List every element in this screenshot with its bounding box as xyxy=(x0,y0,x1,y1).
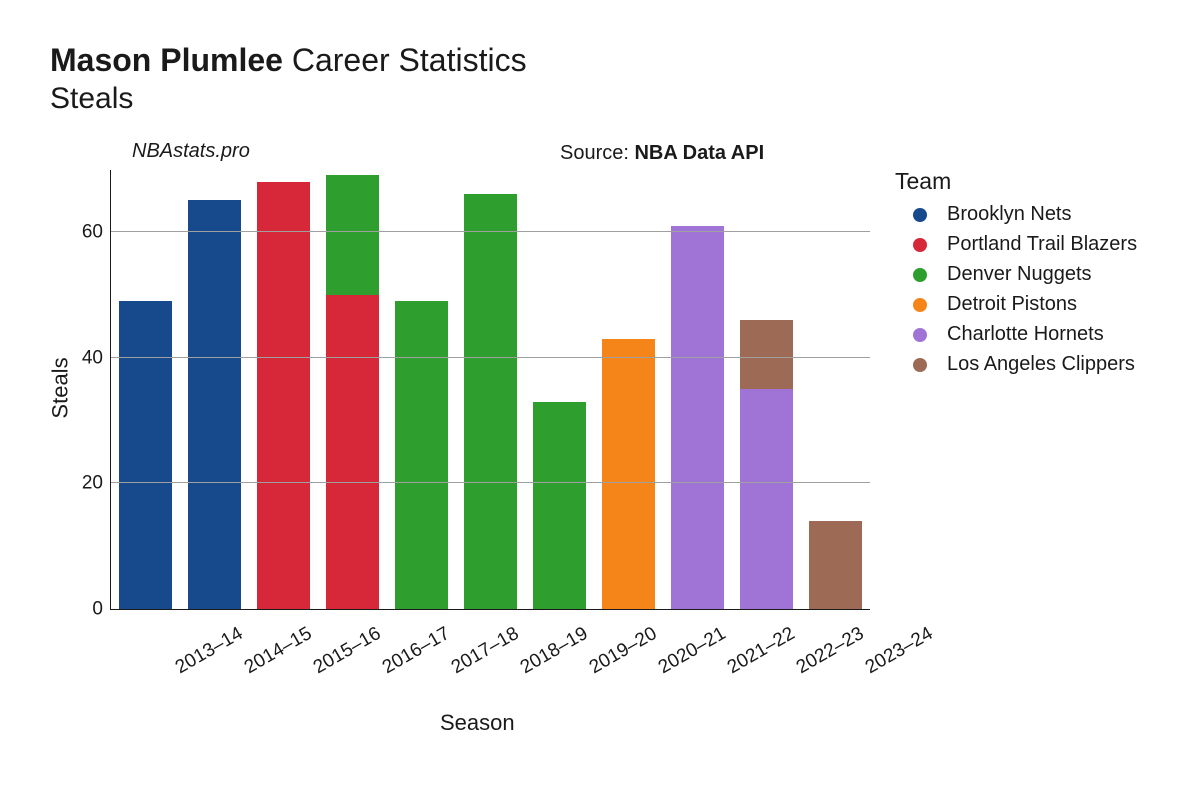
x-tick-label: 2023–24 xyxy=(862,623,937,679)
title-player-name: Mason Plumlee xyxy=(50,42,283,78)
bar-slot xyxy=(249,170,318,609)
title-block: Mason Plumlee Career Statistics Steals xyxy=(50,40,1150,116)
legend-swatch xyxy=(913,358,927,372)
bar-segment xyxy=(326,295,380,609)
bar-slot xyxy=(663,170,732,609)
x-axis-label: Season xyxy=(440,710,515,736)
y-axis-label: Steals xyxy=(48,357,74,418)
bar-stack xyxy=(119,301,173,609)
x-tick-label: 2017–18 xyxy=(448,623,523,679)
watermark-text: NBAstats.pro xyxy=(132,140,250,163)
bar-segment xyxy=(326,175,380,294)
bar-segment xyxy=(533,402,587,609)
legend-label: Detroit Pistons xyxy=(947,293,1077,316)
chart-container: Mason Plumlee Career Statistics Steals N… xyxy=(0,0,1200,800)
bar-slot xyxy=(594,170,663,609)
bar-segment xyxy=(602,339,656,609)
bar-segment xyxy=(740,320,794,389)
x-tick-label: 2022–23 xyxy=(793,623,868,679)
bar-slot xyxy=(180,170,249,609)
legend-label: Denver Nuggets xyxy=(947,263,1092,286)
legend-title: Team xyxy=(895,168,1137,195)
y-tick-label: 20 xyxy=(82,474,111,493)
bar-slot xyxy=(387,170,456,609)
source-prefix: Source: xyxy=(560,142,634,164)
gridline xyxy=(111,357,870,358)
legend-item: Denver Nuggets xyxy=(895,263,1137,286)
bar-segment xyxy=(740,389,794,609)
x-tick-label: 2013–14 xyxy=(171,623,246,679)
gridline xyxy=(111,231,870,232)
legend-swatch xyxy=(913,328,927,342)
bar-slot xyxy=(318,170,387,609)
legend-swatch xyxy=(913,298,927,312)
legend-label: Charlotte Hornets xyxy=(947,323,1104,346)
bar-segment xyxy=(188,200,242,609)
bar-stack xyxy=(809,521,863,609)
bar-slot xyxy=(456,170,525,609)
legend-swatch xyxy=(913,238,927,252)
y-tick-label: 60 xyxy=(82,222,111,241)
bar-stack xyxy=(740,320,794,609)
chart-title: Mason Plumlee Career Statistics xyxy=(50,40,1150,82)
bar-segment xyxy=(395,301,449,609)
bar-stack xyxy=(602,339,656,609)
bar-stack xyxy=(395,301,449,609)
x-tick-label: 2016–17 xyxy=(379,623,454,679)
x-tick-label: 2021–22 xyxy=(724,623,799,679)
bar-stack xyxy=(464,194,518,609)
x-tick-label: 2015–16 xyxy=(310,623,385,679)
legend-item: Los Angeles Clippers xyxy=(895,353,1137,376)
x-tick-label: 2014–15 xyxy=(241,623,316,679)
legend-label: Brooklyn Nets xyxy=(947,203,1072,226)
bar-segment xyxy=(257,182,311,609)
bar-slot xyxy=(525,170,594,609)
legend: Team Brooklyn Nets Portland Trail Blazers… xyxy=(895,168,1137,383)
legend-label: Los Angeles Clippers xyxy=(947,353,1135,376)
x-tick-label: 2018–19 xyxy=(517,623,592,679)
legend-swatch xyxy=(913,208,927,222)
bar-slot xyxy=(801,170,870,609)
bar-stack xyxy=(533,402,587,609)
bar-segment xyxy=(809,521,863,609)
gridline xyxy=(111,482,870,483)
bar-slot xyxy=(732,170,801,609)
legend-item: Detroit Pistons xyxy=(895,293,1137,316)
legend-label: Portland Trail Blazers xyxy=(947,233,1137,256)
bar-stack xyxy=(188,200,242,609)
legend-item: Portland Trail Blazers xyxy=(895,233,1137,256)
bar-stack xyxy=(257,182,311,609)
bar-segment xyxy=(464,194,518,609)
legend-item: Charlotte Hornets xyxy=(895,323,1137,346)
bar-stack xyxy=(326,175,380,609)
title-suffix: Career Statistics xyxy=(283,42,527,78)
x-tick-label: 2020–21 xyxy=(655,623,730,679)
source-name: NBA Data API xyxy=(634,142,764,164)
bar-slot xyxy=(111,170,180,609)
chart-subtitle: Steals xyxy=(50,82,1150,116)
x-tick-label: 2019–20 xyxy=(586,623,661,679)
bar-segment xyxy=(119,301,173,609)
bars-container xyxy=(111,170,870,609)
y-tick-label: 40 xyxy=(82,348,111,367)
source-attribution: Source: NBA Data API xyxy=(560,142,764,165)
legend-swatch xyxy=(913,268,927,282)
bar-stack xyxy=(671,226,725,609)
legend-item: Brooklyn Nets xyxy=(895,203,1137,226)
plot-area: 02040602013–142014–152015–162016–172017–… xyxy=(110,170,870,610)
y-tick-label: 0 xyxy=(92,600,111,619)
bar-segment xyxy=(671,226,725,609)
